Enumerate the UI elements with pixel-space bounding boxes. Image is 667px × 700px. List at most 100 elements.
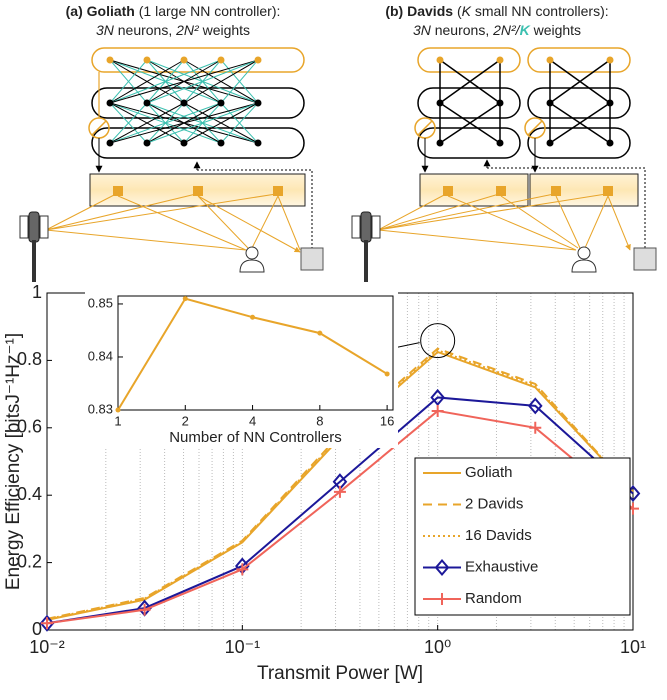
davids-diagram [377, 47, 646, 250]
y-tick-label: 0 [32, 619, 42, 639]
connection [109, 59, 148, 104]
neuron [546, 139, 554, 147]
neuron [546, 99, 554, 107]
point [250, 314, 256, 320]
x-tick-label: 10¹ [620, 637, 646, 657]
goliath-diagram [45, 47, 313, 252]
neuron [436, 56, 444, 64]
legend-marker [434, 558, 450, 577]
y-tick-label: 0.85 [88, 295, 113, 310]
neuron [606, 99, 614, 107]
y-tick-label: 0.8 [17, 349, 42, 369]
part: K [462, 3, 472, 19]
neuron [436, 139, 444, 147]
panel-name: Davids [407, 3, 453, 19]
part: neurons, [431, 22, 493, 38]
panel-title: (b) Davids (K small NN controllers): [385, 3, 608, 19]
part: weights [530, 22, 581, 38]
marker [41, 617, 53, 630]
neuron [143, 139, 151, 147]
neuron [217, 139, 225, 147]
marker [431, 404, 444, 417]
panel-name: Goliath [87, 3, 135, 19]
legend-label: Exhaustive [465, 558, 538, 575]
connection [109, 102, 259, 144]
neuron [496, 99, 504, 107]
panel-subtitle: 3N neurons, 2N²/K weights [413, 22, 581, 38]
part: ( [457, 3, 462, 19]
y-tick-label: 0.6 [17, 417, 42, 437]
neuron [254, 56, 262, 64]
neuron [606, 139, 614, 147]
marker [527, 397, 543, 415]
neuron [180, 139, 188, 147]
neuron [180, 99, 188, 107]
neuron [217, 56, 225, 64]
x-tick-label: 10⁻¹ [225, 637, 261, 657]
highlight-circle [420, 323, 456, 359]
connection [439, 59, 501, 104]
x-tick-label: 16 [380, 413, 394, 428]
part: 3N [96, 22, 115, 38]
marker [333, 485, 346, 498]
x-tick-label: 8 [316, 413, 323, 428]
panel-note: (1 large NN controller): [139, 3, 281, 19]
legend-label: 16 Davids [465, 527, 532, 544]
part: 2N² [175, 22, 200, 38]
neuron [143, 99, 151, 107]
point [182, 296, 188, 302]
part: small NN controllers): [471, 3, 609, 19]
neuron [217, 99, 225, 107]
neuron [606, 56, 614, 64]
marker [39, 614, 55, 632]
connection [109, 59, 259, 104]
x-axis-label: Transmit Power [W] [257, 663, 423, 684]
neuron [436, 99, 444, 107]
y-tick-label: 0.4 [17, 484, 42, 504]
connection [549, 102, 611, 144]
neuron [496, 139, 504, 147]
legend-label: Random [465, 590, 522, 607]
neuron [106, 99, 114, 107]
connection [109, 59, 222, 104]
x-tick-label: 2 [182, 413, 189, 428]
neuron [254, 99, 262, 107]
panel-title: (a) Goliath (1 large NN controller): [66, 3, 281, 19]
point [384, 371, 390, 377]
x-tick-label: 10⁰ [424, 637, 451, 657]
neuron [143, 56, 151, 64]
part: 3N [413, 22, 432, 38]
main-chart: 10⁻² 10⁻¹ 10⁰ 10¹ 0 0.2 0.4 0.6 0.8 1 Transmit Pow… [3, 282, 646, 684]
point [115, 407, 121, 413]
legend-box [414, 457, 631, 616]
connection [146, 102, 259, 144]
connection [109, 102, 222, 144]
marker [529, 421, 542, 434]
axes-frame [117, 295, 394, 411]
y-tick-label: 0.84 [88, 348, 113, 363]
part: neurons, [114, 22, 176, 38]
connection [439, 102, 501, 144]
y-tick-label: 0.2 [17, 551, 42, 571]
inset-background [85, 286, 398, 448]
connection [220, 59, 259, 104]
part: 2N²/ [492, 22, 522, 38]
legend-marker [436, 593, 448, 605]
y-tick-label: 1 [32, 282, 42, 302]
connection [220, 102, 259, 144]
marker [430, 388, 445, 407]
panel-tag: (a) [66, 3, 83, 19]
x-tick-label: 4 [249, 413, 256, 428]
connection [183, 102, 259, 144]
connection [549, 59, 611, 104]
neuron [106, 56, 114, 64]
connection [109, 102, 185, 144]
panel-subtitle: 3N neurons, 2N² weights [96, 22, 250, 38]
point [317, 330, 323, 336]
neuron [496, 56, 504, 64]
x-tick-label: 1 [114, 413, 121, 428]
x-axis-label: Number of NN Controllers [169, 429, 342, 446]
icons [19, 211, 657, 282]
series-line [46, 347, 634, 620]
